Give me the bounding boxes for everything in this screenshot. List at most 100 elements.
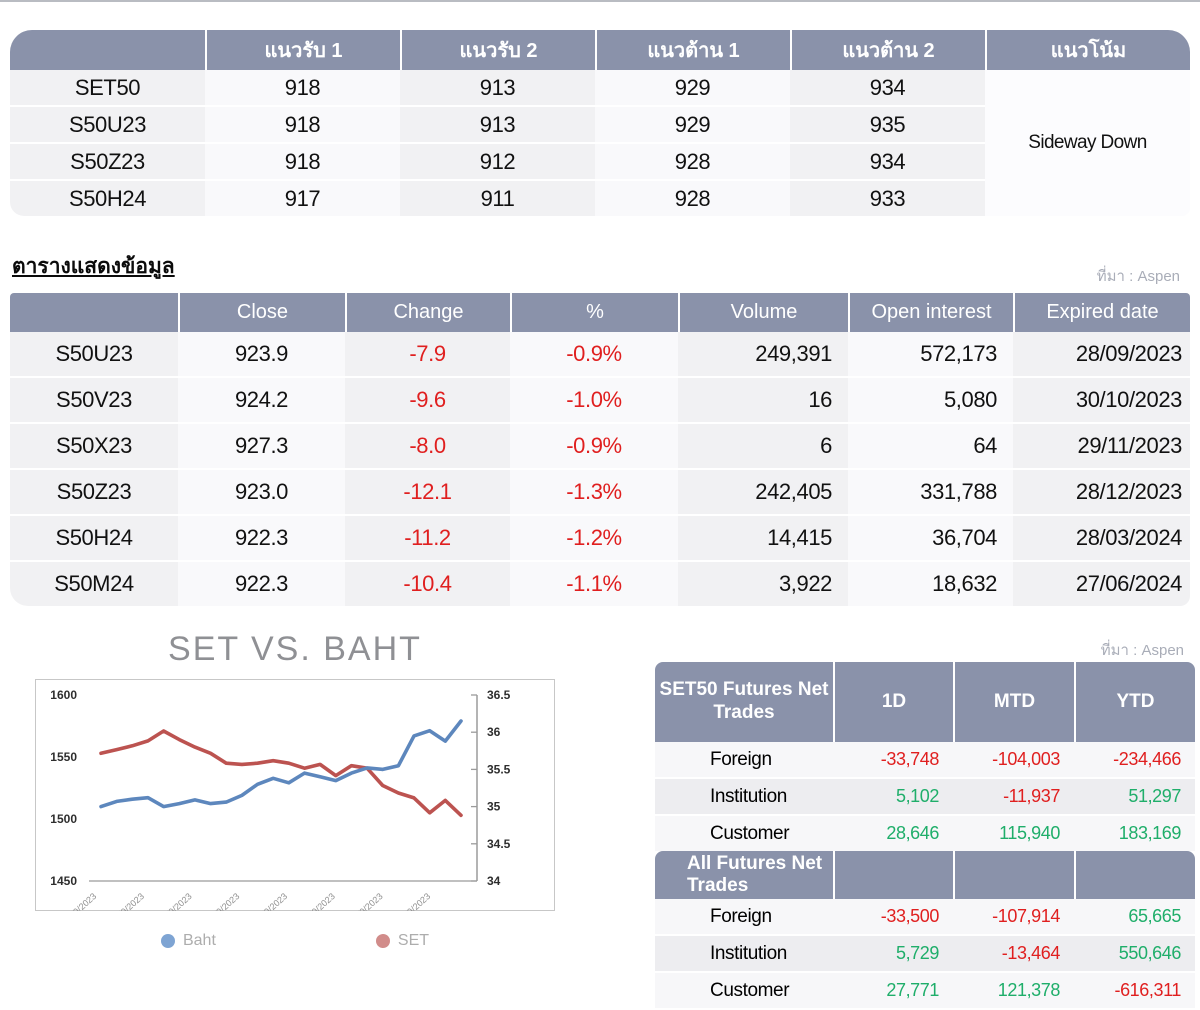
net-trade-value: -616,311 bbox=[1074, 971, 1195, 1008]
data-value: -7.9 bbox=[345, 332, 510, 376]
data-value: 27/06/2024 bbox=[1013, 560, 1190, 606]
data-value: 923.0 bbox=[178, 468, 345, 514]
symbol-label: S50H24 bbox=[10, 514, 178, 560]
level-value: 918 bbox=[205, 142, 400, 179]
column-header: แนวรับ 2 bbox=[400, 30, 595, 70]
svg-text:35.5: 35.5 bbox=[487, 762, 511, 776]
set-vs-baht-block: SET VS. BAHT 1600 1550 1500 1450 36.5 36 35.5 3… bbox=[35, 630, 555, 950]
net-trades-grid: All Futures Net Trades Foreign -33,500 -107… bbox=[655, 851, 1195, 1008]
level-value: 929 bbox=[595, 70, 790, 105]
level-value: 913 bbox=[400, 70, 595, 105]
net-trade-value: 65,665 bbox=[1074, 899, 1195, 934]
level-value: 928 bbox=[595, 179, 790, 216]
data-value: -1.3% bbox=[510, 468, 678, 514]
data-value: 14,415 bbox=[678, 514, 848, 560]
net-trades-grid: SET50 Futures Net Trades 1D MTD YTD Foreign -… bbox=[655, 662, 1195, 851]
net-trade-value: -104,003 bbox=[953, 742, 1074, 777]
svg-text:1500: 1500 bbox=[50, 812, 77, 826]
set50-net-trades-table: SET50 Futures Net Trades 1D MTD YTD Foreign -… bbox=[655, 662, 1195, 851]
data-value: 922.3 bbox=[178, 514, 345, 560]
data-value: -12.1 bbox=[345, 468, 510, 514]
data-value: -1.1% bbox=[510, 560, 678, 606]
investor-type-label: Institution bbox=[655, 777, 833, 814]
net-trade-value: -11,937 bbox=[953, 777, 1074, 814]
futures-data-table: Close Change% Volume Open interest Expired d… bbox=[10, 293, 1190, 606]
table-row: S50U23 918 913 929 935 bbox=[10, 105, 1190, 142]
data-value: 29/11/2023 bbox=[1013, 422, 1190, 468]
data-value: -11.2 bbox=[345, 514, 510, 560]
data-value: 923.9 bbox=[178, 332, 345, 376]
level-value: 934 bbox=[790, 142, 985, 179]
net-trades-block: SET50 Futures Net Trades 1D MTD YTD Foreign -… bbox=[655, 662, 1195, 1008]
chart-title: SET VS. BAHT bbox=[168, 630, 422, 668]
level-value: 933 bbox=[790, 179, 985, 216]
table-row: Foreign -33,748 -104,003 -234,466 bbox=[655, 742, 1195, 777]
data-value: 249,391 bbox=[678, 332, 848, 376]
data-value: 30/10/2023 bbox=[1013, 376, 1190, 422]
table-row: S50X23 927.3 -8.0 -0.9% 6 64 29/11/2023 bbox=[10, 422, 1190, 468]
column-header bbox=[10, 30, 205, 70]
column-header: แนวต้าน 1 bbox=[595, 30, 790, 70]
column-header: 1D bbox=[833, 662, 953, 742]
data-value: 28/12/2023 bbox=[1013, 468, 1190, 514]
column-header: แนวโน้ม bbox=[985, 30, 1190, 70]
column-header: Volume bbox=[678, 293, 848, 332]
legend-item-baht: Baht bbox=[160, 932, 216, 950]
data-value: 922.3 bbox=[178, 560, 345, 606]
net-trade-value: 27,771 bbox=[833, 971, 953, 1008]
level-value: 913 bbox=[400, 105, 595, 142]
data-value: 28/09/2023 bbox=[1013, 332, 1190, 376]
symbol-label: SET50 bbox=[10, 70, 205, 105]
data-table-title: ตารางแสดงข้อมูล bbox=[12, 255, 175, 278]
data-value: -0.9% bbox=[510, 422, 678, 468]
data-value: 927.3 bbox=[178, 422, 345, 468]
svg-text:35: 35 bbox=[487, 800, 501, 814]
set-vs-baht-chart: 160015501500145036.53635.53534.5341/9/20… bbox=[35, 679, 555, 925]
column-header: แนวรับ 1 bbox=[205, 30, 400, 70]
table-row: Customer 28,646 115,940 183,169 bbox=[655, 814, 1195, 851]
chart-legend: Baht SET bbox=[35, 932, 555, 950]
svg-text:1450: 1450 bbox=[50, 874, 77, 888]
data-value: 572,173 bbox=[848, 332, 1013, 376]
support-resistance-grid: แนวรับ 1 แนวรับ 2 แนวต้าน 1 แนวต้าน 2 แนวโน้… bbox=[10, 30, 1190, 216]
svg-text:36: 36 bbox=[487, 725, 501, 739]
investor-type-label: Customer bbox=[655, 971, 833, 1008]
column-header: Expired date bbox=[1013, 293, 1190, 332]
level-value: 918 bbox=[205, 105, 400, 142]
column-header bbox=[10, 293, 178, 332]
symbol-label: S50Z23 bbox=[10, 468, 178, 514]
table-row: Foreign -33,500 -107,914 65,665 bbox=[655, 899, 1195, 934]
column-header: MTD bbox=[953, 662, 1074, 742]
net-trade-value: 5,102 bbox=[833, 777, 953, 814]
net-trades-title: SET50 Futures Net Trades bbox=[655, 662, 833, 742]
net-trade-value: -234,466 bbox=[1074, 742, 1195, 777]
set-series-dot-icon bbox=[375, 934, 390, 948]
data-value: 6 bbox=[678, 422, 848, 468]
data-value: -10.4 bbox=[345, 560, 510, 606]
svg-text:34: 34 bbox=[487, 874, 501, 888]
data-value: -1.2% bbox=[510, 514, 678, 560]
net-trade-value: 51,297 bbox=[1074, 777, 1195, 814]
level-value: 929 bbox=[595, 105, 790, 142]
legend-label: Baht bbox=[182, 932, 216, 949]
table-row: S50Z23 923.0 -12.1 -1.3% 242,405 331,788 28/12… bbox=[10, 468, 1190, 514]
level-value: 928 bbox=[595, 142, 790, 179]
data-value: 18,632 bbox=[848, 560, 1013, 606]
trend-value: Sideway Down bbox=[985, 70, 1190, 216]
table-row: Institution 5,102 -11,937 51,297 bbox=[655, 777, 1195, 814]
symbol-label: S50U23 bbox=[10, 332, 178, 376]
column-header bbox=[1074, 851, 1195, 899]
net-trade-value: -13,464 bbox=[953, 934, 1074, 971]
net-trade-value: -33,500 bbox=[833, 899, 953, 934]
column-header: Close bbox=[178, 293, 345, 332]
net-trade-value: 183,169 bbox=[1074, 814, 1195, 851]
table-row: S50M24 922.3 -10.4 -1.1% 3,922 18,632 27/06/20… bbox=[10, 560, 1190, 606]
column-header bbox=[953, 851, 1074, 899]
data-value: 3,922 bbox=[678, 560, 848, 606]
column-header: YTD bbox=[1074, 662, 1195, 742]
data-value: 242,405 bbox=[678, 468, 848, 514]
data-value: -8.0 bbox=[345, 422, 510, 468]
data-value: 5,080 bbox=[848, 376, 1013, 422]
symbol-label: S50H24 bbox=[10, 179, 205, 216]
